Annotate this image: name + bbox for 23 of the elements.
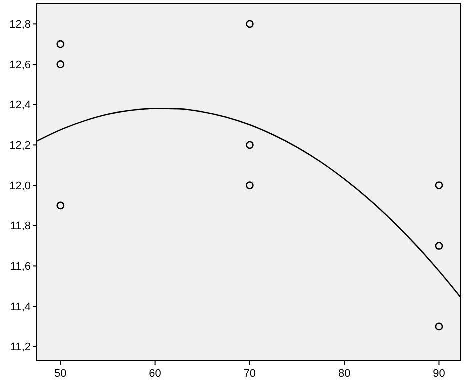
point [435,322,444,331]
point [435,182,444,190]
y-tick-label: 12,0 [10,180,31,192]
y-tick-label: 12,6 [10,59,31,72]
y-tick-label: 12,2 [10,140,31,152]
x-tick-label: 80 [338,368,351,380]
y-tick-label: 11,2 [10,342,31,354]
point [246,182,254,190]
point [246,141,254,150]
point [435,242,444,250]
x-tick-label: 50 [54,368,67,380]
y-tick-label: 11,4 [10,301,31,314]
y-tick-label: 12,8 [10,19,31,32]
x-tick-label: 90 [433,368,446,380]
y-tick-label: 11,8 [10,220,31,233]
x-tick-label: 60 [149,368,162,380]
point [56,60,65,68]
x-tick-label: 70 [244,368,256,380]
point [56,40,65,48]
point [246,20,254,28]
y-tick-label: 12,4 [10,100,31,112]
y-tick-label: 11,6 [10,261,31,274]
point [56,202,65,210]
